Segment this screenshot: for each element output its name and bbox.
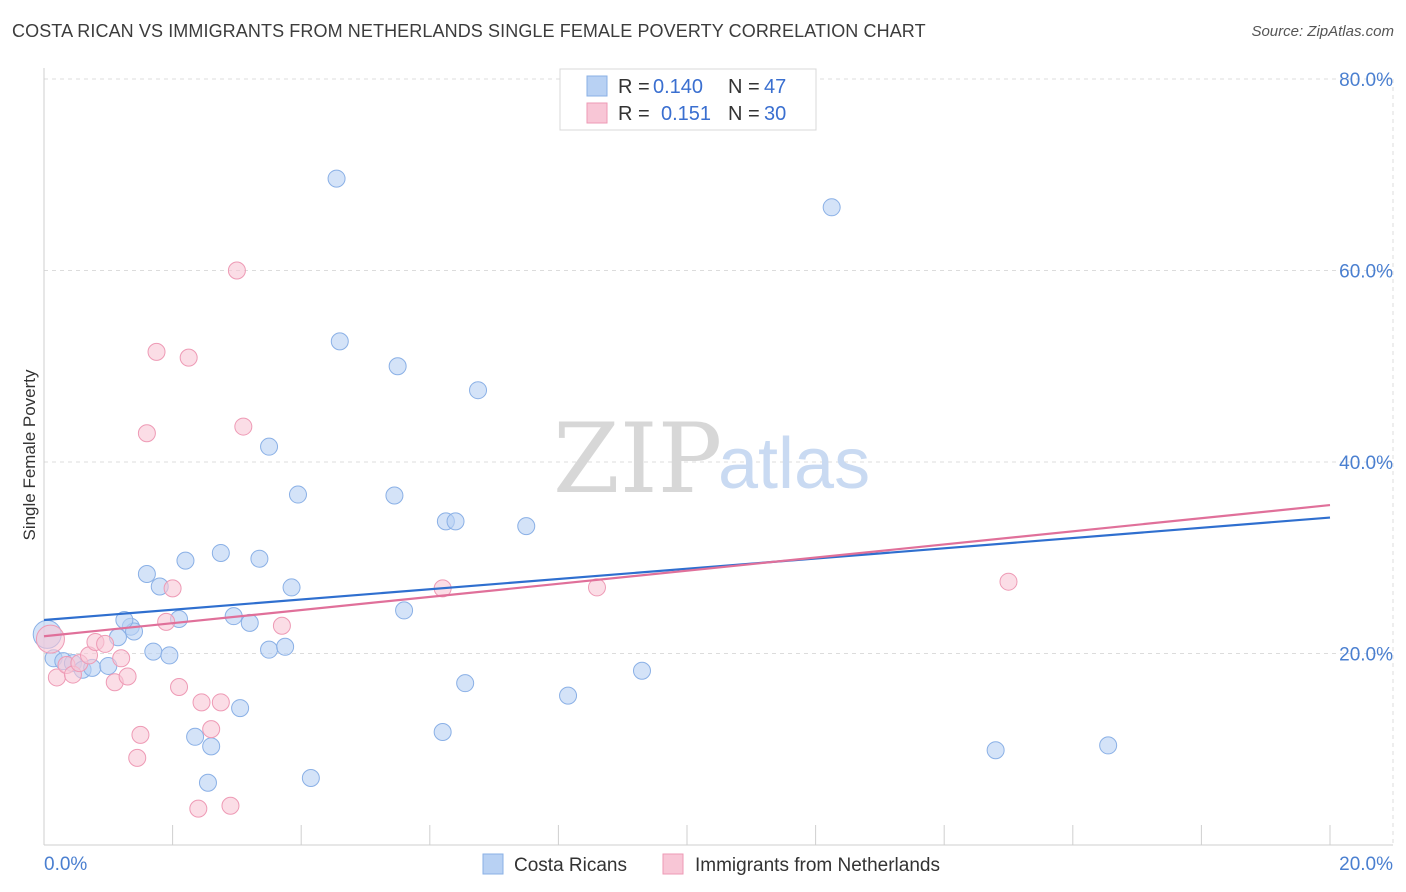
netherlands-trend-line [43,503,1331,638]
legend-swatch-pink [586,102,608,124]
x-tick-label-1: 20.0% [1339,854,1393,875]
netherlands-point-7 [96,634,115,653]
netherlands-point-18 [179,348,198,367]
costa-rican-point-42 [822,198,841,217]
costa-rican-point-41 [632,661,651,680]
costa-rican-point-39 [517,517,536,536]
netherlands-point-0 [35,624,65,654]
costa-rican-point-13 [160,646,179,665]
series-legend: Costa Ricans Immigrants from Netherlands [482,853,940,876]
costa-rican-point-33 [395,601,414,620]
costa-rican-point-23 [250,549,269,568]
costa-rican-point-37 [456,674,475,693]
netherlands-point-23 [221,796,240,815]
watermark-atlas: atlas [718,424,870,504]
costa-rican-point-28 [301,768,320,787]
netherlands-point-10 [118,667,137,686]
costa-rican-point-34 [433,723,452,742]
costa-rican-point-21 [231,699,250,718]
legend-n-label-1: N = [728,76,760,98]
x-tick-label-0: 0.0% [44,854,87,875]
netherlands-point-9 [112,649,131,668]
legend-n-value-2: 30 [764,103,786,125]
netherlands-point-26 [272,616,291,635]
netherlands-point-22 [211,693,230,712]
costa-rican-point-32 [388,357,407,376]
legend-r-label-2: R = [618,103,650,125]
legend-r-label-1: R = [618,76,650,98]
costa-rican-point-16 [186,727,205,746]
netherlands-point-25 [234,417,253,436]
legend-r-value-2: 0.151 [661,103,711,125]
netherlands-point-16 [163,579,182,598]
costa-rican-point-24 [260,640,279,659]
costa-rican-point-26 [282,578,301,597]
costa-rican-point-17 [198,773,217,792]
netherlands-point-12 [128,748,147,767]
chart-title: COSTA RICAN VS IMMIGRANTS FROM NETHERLAN… [12,21,926,41]
y-tick-label-1: 40.0% [1339,453,1393,474]
costa-rican-point-30 [330,332,349,351]
y-tick-label-0: 20.0% [1339,645,1393,666]
legend-n-label-2: N = [728,103,760,125]
netherlands-point-14 [147,342,166,361]
netherlands-point-20 [192,693,211,712]
x-tick-labels: 0.0% 20.0% [44,854,1393,875]
costa-rican-point-44 [1099,736,1118,755]
costa-rican-point-38 [469,381,488,400]
y-tick-label-3: 80.0% [1339,70,1393,91]
costa-rican-point-11 [144,642,163,661]
netherlands-point-17 [170,678,189,697]
netherlands-point-13 [137,424,156,443]
legend-r-value-1: 0.140 [653,76,703,98]
costa-rican-point-45 [260,437,279,456]
data-points [32,169,1118,818]
bottom-legend-swatch-pink [662,853,684,875]
costa-rican-point-36 [446,512,465,531]
costa-rican-point-15 [176,551,195,570]
source-credit: Source: ZipAtlas.com [1251,23,1394,40]
legend-n-value-1: 47 [764,76,786,98]
netherlands-point-29 [999,572,1018,591]
legend-swatch-blue [586,75,608,97]
netherlands-point-19 [189,799,208,818]
bottom-legend-costa-ricans: Costa Ricans [514,855,627,876]
costa-rican-point-27 [288,485,307,504]
y-axis-label: Single Female Poverty [20,369,39,541]
bottom-legend-swatch-blue [482,853,504,875]
netherlands-point-21 [202,720,221,739]
costa-rican-point-31 [385,486,404,505]
costa-rican-point-19 [211,543,230,562]
netherlands-point-15 [157,612,176,631]
watermark-zip: ZIP [553,403,722,515]
costa-rican-point-29 [327,169,346,188]
costa-rican-point-10 [137,565,156,584]
costa-rican-point-25 [276,637,295,656]
costa-rican-point-43 [986,741,1005,760]
y-tick-label-2: 60.0% [1339,262,1393,283]
costa-rican-trend-line [43,516,1331,622]
trend-lines [43,503,1331,638]
y-tick-labels: 20.0% 40.0% 60.0% 80.0% [1339,70,1393,666]
bottom-legend-netherlands: Immigrants from Netherlands [695,855,940,876]
correlation-legend: R = 0.140 N = 47 R = 0.151 N = 30 [559,68,817,131]
netherlands-point-24 [227,261,246,280]
costa-rican-point-40 [559,686,578,705]
axes [43,68,1393,846]
netherlands-point-11 [131,725,150,744]
costa-rican-point-18 [202,737,221,756]
